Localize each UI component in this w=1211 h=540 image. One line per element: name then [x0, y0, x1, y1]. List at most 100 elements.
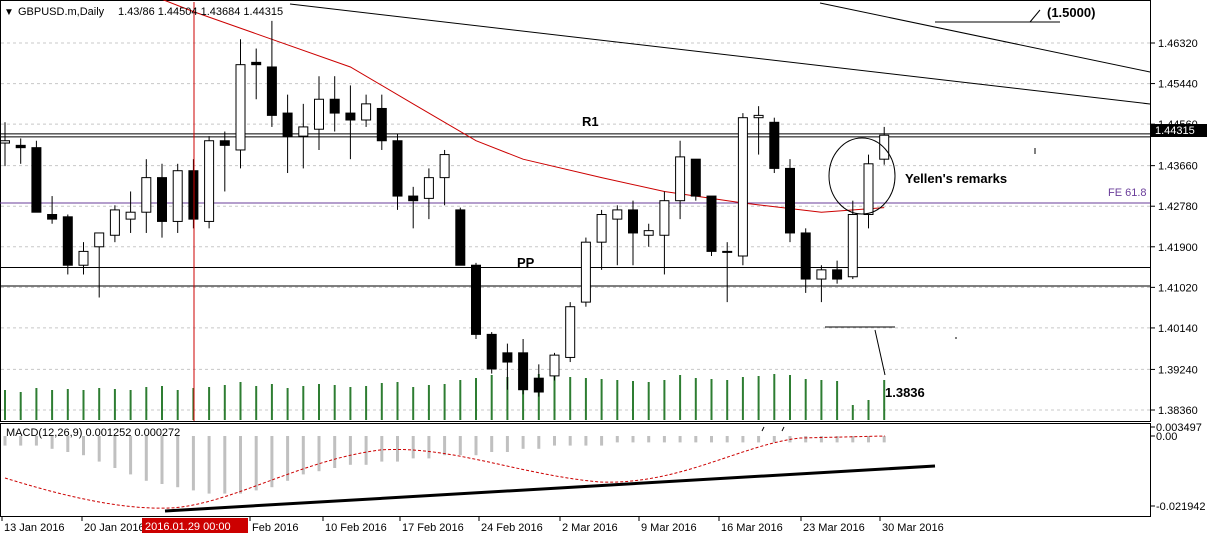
- macd-tick-label: 0.00: [1156, 431, 1177, 443]
- candle-body: [408, 195, 419, 202]
- candle-body: [31, 147, 42, 213]
- tick-mark: [781, 426, 785, 432]
- candle-body: [847, 214, 858, 278]
- candle-body: [612, 209, 623, 220]
- time-tick-label: 2 Mar 2016: [562, 522, 618, 534]
- candle-body: [518, 352, 529, 391]
- time-tick-label: 17 Feb 2016: [402, 522, 464, 534]
- yellen-remarks-label: Yellen's remarks: [905, 171, 1007, 186]
- collapse-arrow-icon[interactable]: ▼: [4, 7, 14, 18]
- price-tick-label: 1.40140: [1158, 323, 1198, 335]
- trendline-upper: [289, 3, 1151, 105]
- candle-body: [533, 377, 544, 393]
- candle-body: [675, 156, 686, 202]
- target-low-pointer: [874, 329, 886, 376]
- candlesticks: [0, 20, 890, 397]
- candle-body: [486, 333, 497, 370]
- candle-body: [690, 158, 701, 197]
- macd-label: MACD(12,26,9) 0.001252 0.000272: [6, 427, 180, 439]
- candle-body: [502, 352, 513, 363]
- price-tick-label: 1.41020: [1158, 282, 1198, 294]
- candle-body: [219, 140, 230, 146]
- candle-body: [816, 269, 827, 280]
- price-tick-label: 1.42780: [1158, 201, 1198, 213]
- price-tick-label: 1.38360: [1158, 405, 1198, 417]
- time-tick-label: 20 Jan 2016: [84, 522, 145, 534]
- candle-body: [361, 103, 372, 121]
- time-tick-label: 13 Jan 2016: [4, 522, 65, 534]
- candle-body: [329, 98, 340, 114]
- candle-body: [298, 126, 309, 137]
- candle-body: [471, 264, 481, 335]
- candle-body: [439, 154, 450, 179]
- candle-body: [392, 140, 403, 197]
- price-panel-frame: [0, 0, 1151, 422]
- macd-trendline: [164, 464, 936, 513]
- candle-body: [706, 195, 717, 252]
- yellen-circle: [828, 137, 896, 215]
- trendline-outer: [819, 2, 1151, 73]
- time-tick-label: 30 Mar 2016: [882, 522, 944, 534]
- candle-body: [580, 241, 591, 303]
- candle-body: [251, 61, 262, 66]
- candle-body: [800, 232, 811, 280]
- price-tick-label: 1.46320: [1158, 38, 1198, 50]
- candle-body: [753, 114, 764, 119]
- candle-body: [172, 170, 183, 222]
- cursor-time-tag: 2016.01.29 00:00: [142, 518, 248, 533]
- candle-body: [722, 250, 733, 253]
- candle-body: [549, 354, 560, 377]
- target-high-pointer: [1029, 9, 1041, 23]
- candle-body: [565, 306, 576, 358]
- r1-label: R1: [582, 114, 599, 129]
- chart-ohlc: 1.43/86 1.44504 1.43684 1.44315: [118, 6, 283, 18]
- candle-body: [141, 177, 152, 213]
- candle-body: [125, 211, 136, 220]
- support-resistance-lines: [0, 133, 1150, 287]
- time-tick-label: 23 Mar 2016: [803, 522, 865, 534]
- candle-body: [737, 117, 748, 257]
- candle-body: [643, 230, 654, 236]
- macd-signal-line: [4, 435, 886, 509]
- tick-mark: [761, 426, 765, 432]
- candle-body: [157, 177, 167, 222]
- candle-body: [423, 177, 434, 199]
- candle-body: [628, 209, 638, 234]
- pp-label: PP: [517, 255, 535, 270]
- time-tick-label: 24 Feb 2016: [481, 522, 543, 534]
- candle-body: [832, 269, 843, 280]
- current-price-value: 1.44315: [1155, 125, 1195, 137]
- candle-body: [455, 209, 466, 266]
- candle-body: [769, 121, 780, 169]
- candle-body: [109, 209, 120, 236]
- candle-body: [596, 214, 607, 243]
- macd-tick-label: -0.021942: [1156, 501, 1206, 513]
- price-gridlines: [1, 42, 1150, 411]
- candle-body: [863, 163, 874, 216]
- candle-body: [62, 216, 73, 266]
- candle-body: [47, 214, 58, 220]
- macd-indicator: [3, 426, 936, 513]
- chart-symbol: GBPUSD.m,Daily: [18, 6, 105, 18]
- cursor-time-value: 2016.01.29 00:00: [145, 521, 231, 533]
- time-tick-label: 10 Feb 2016: [325, 522, 387, 534]
- trendlines: [289, 2, 1151, 376]
- candle-body: [94, 232, 105, 248]
- price-tick-label: 1.39240: [1158, 364, 1198, 376]
- price-tick-label: 1.43660: [1158, 161, 1198, 173]
- price-tick-label: 1.41900: [1158, 242, 1198, 254]
- target-high-label: (1.5000): [1047, 5, 1095, 20]
- price-tick-label: 1.45440: [1158, 79, 1198, 91]
- candle-body: [15, 144, 26, 149]
- candle-body: [266, 66, 277, 116]
- candle-body: [0, 140, 10, 144]
- target-low-label: 1.3836: [885, 385, 925, 400]
- time-tick-label: Feb 2016: [252, 522, 298, 534]
- candle-body: [659, 200, 670, 236]
- candle-body: [235, 64, 246, 151]
- macd-panel-frame: [0, 423, 1151, 517]
- time-tick-label: 16 Mar 2016: [721, 522, 783, 534]
- price-axis: 1.463201.454401.445601.436601.427801.419…: [1150, 38, 1198, 417]
